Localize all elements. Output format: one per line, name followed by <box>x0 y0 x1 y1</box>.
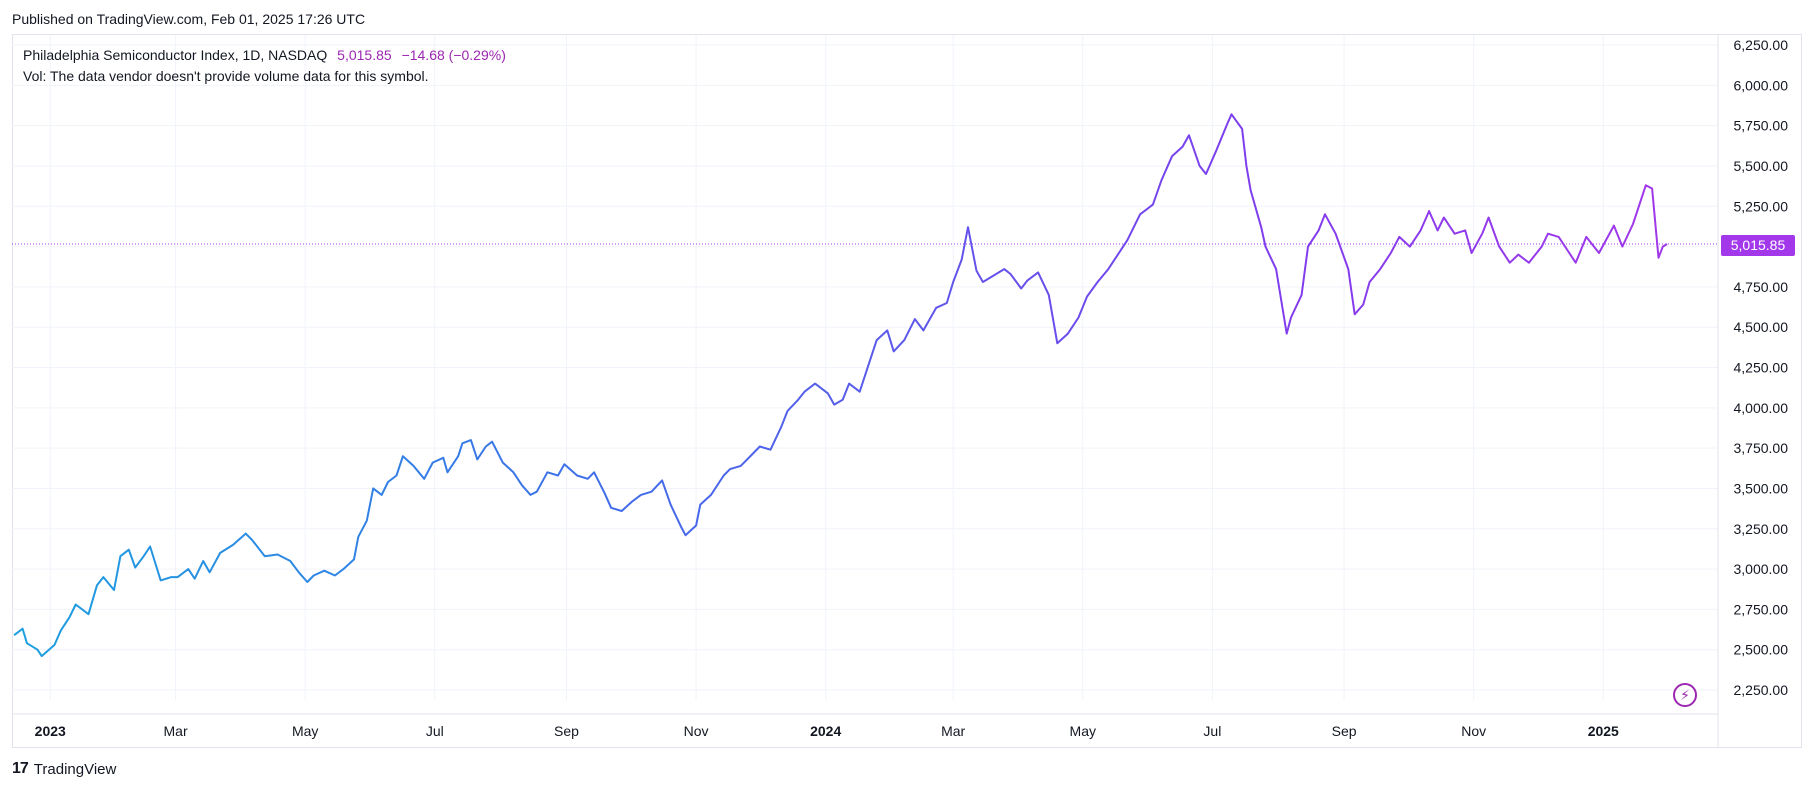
y-tick-label: 2,250.00 <box>1734 682 1789 698</box>
y-tick-label: 5,750.00 <box>1734 118 1789 134</box>
y-tick-label: 4,500.00 <box>1734 319 1789 335</box>
last-price-badge: 5,015.85 <box>1721 235 1795 256</box>
legend-symbol: Philadelphia Semiconductor Index, 1D, NA… <box>23 47 328 63</box>
x-tick-label: Nov <box>1461 723 1486 739</box>
tradingview-brand: TradingView <box>33 760 117 778</box>
x-tick-label: 2023 <box>35 723 66 739</box>
x-tick-label: May <box>1070 723 1096 739</box>
x-tick-label: May <box>292 723 318 739</box>
x-tick-label: Mar <box>941 723 965 739</box>
y-tick-label: 3,750.00 <box>1734 440 1789 456</box>
x-tick-label: 2025 <box>1588 723 1619 739</box>
y-tick-label: 4,750.00 <box>1734 279 1789 295</box>
y-tick-label: 6,250.00 <box>1734 37 1789 53</box>
y-tick-label: 2,750.00 <box>1734 601 1789 617</box>
published-caption: Published on TradingView.com, Feb 01, 20… <box>12 11 366 27</box>
tradingview-logo-icon: 17 <box>12 760 29 777</box>
x-tick-label: Sep <box>554 723 579 739</box>
lightning-icon[interactable]: ⚡ <box>1673 683 1697 707</box>
series-line <box>13 113 1668 658</box>
x-tick-label: Mar <box>164 723 188 739</box>
legend-change: −14.68 (−0.29%) <box>401 47 506 63</box>
y-tick-label: 3,500.00 <box>1734 480 1789 496</box>
y-tick-label: 3,250.00 <box>1734 521 1789 537</box>
chart-legend: Philadelphia Semiconductor Index, 1D, NA… <box>23 45 506 87</box>
y-tick-label: 2,500.00 <box>1734 642 1789 658</box>
x-tick-label: Sep <box>1332 723 1357 739</box>
y-tick-label: 6,000.00 <box>1734 77 1789 93</box>
x-tick-label: 2024 <box>810 723 841 739</box>
footer-brand[interactable]: 17 TradingView <box>12 760 116 778</box>
x-tick-label: Jul <box>426 723 444 739</box>
x-tick-label: Nov <box>684 723 709 739</box>
chart-frame <box>12 34 1802 748</box>
y-tick-label: 4,000.00 <box>1734 400 1789 416</box>
y-tick-label: 4,250.00 <box>1734 360 1789 376</box>
y-tick-label: 5,500.00 <box>1734 158 1789 174</box>
y-tick-label: 3,000.00 <box>1734 561 1789 577</box>
x-tick-label: Jul <box>1203 723 1221 739</box>
y-tick-label: 5,250.00 <box>1734 198 1789 214</box>
legend-price: 5,015.85 <box>337 47 392 63</box>
legend-volume-note: Vol: The data vendor doesn't provide vol… <box>23 68 429 84</box>
